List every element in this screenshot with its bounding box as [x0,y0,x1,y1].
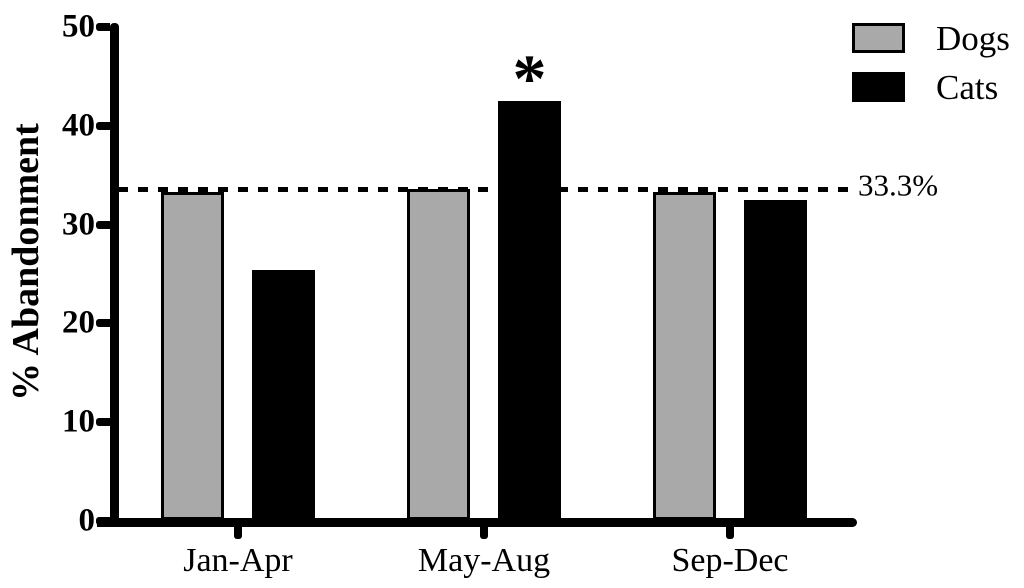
y-axis-line [110,23,119,527]
x-tick-label: May-Aug [417,542,551,579]
x-axis-tick [726,526,734,539]
y-axis-tick [96,121,110,130]
legend-swatch-cats [852,72,905,102]
legend-item-cats: Cats [852,67,1010,107]
x-tick-label: Jan-Apr [183,542,293,579]
bar-cats-sep-dec [744,199,807,520]
bar-dogs-sep-dec [653,191,716,520]
bar-cats-may-aug [498,101,561,520]
reference-line-label: 33.3% [858,167,939,203]
y-tick-label: 0 [78,502,96,539]
y-axis-tick [96,220,110,229]
legend-item-dogs: Dogs [852,18,1010,58]
reference-dashed-line [118,186,853,192]
bar-dogs-may-aug [407,189,470,520]
bar-dogs-jan-apr [161,191,224,520]
y-tick-label: 50 [62,8,95,45]
y-tick-label: 20 [62,304,95,341]
y-tick-label: 40 [62,107,95,144]
legend: Dogs Cats [852,18,1010,121]
y-tick-label: 30 [62,206,95,243]
y-axis-tick [96,418,110,427]
legend-label-cats: Cats [936,67,999,107]
significance-asterisk: * [512,40,547,117]
legend-swatch-dogs [852,23,905,53]
y-tick-label: 10 [62,403,95,440]
x-axis-tick [234,526,242,539]
y-axis-tick [96,23,110,31]
legend-label-dogs: Dogs [936,18,1010,58]
x-axis-line [97,518,857,527]
y-axis-tick [96,517,110,525]
x-axis-tick [480,526,488,539]
y-axis-tick [96,319,110,328]
x-tick-label: Sep-Dec [671,542,789,579]
bar-cats-jan-apr [252,270,315,520]
